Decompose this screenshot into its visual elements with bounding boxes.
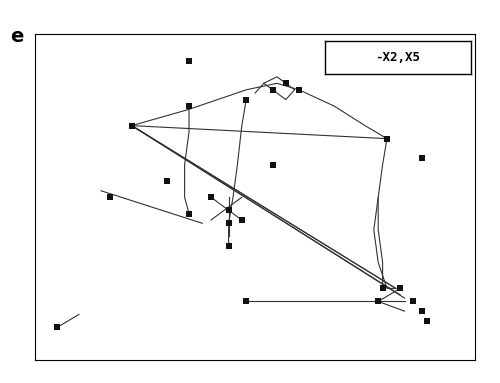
Text: e: e (10, 27, 24, 46)
